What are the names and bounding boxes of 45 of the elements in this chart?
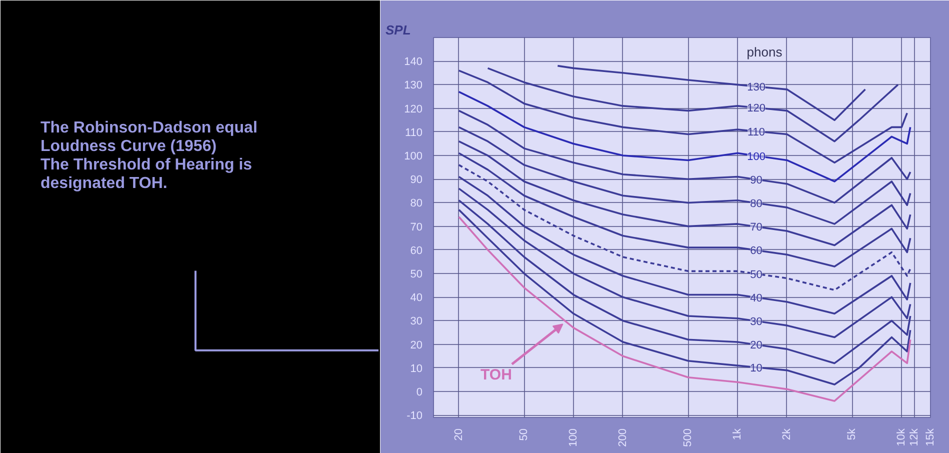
y-tick-label: 10 (410, 362, 423, 375)
y-tick-label: 100 (404, 150, 423, 163)
y-tick-label: 50 (410, 268, 423, 281)
x-tick-label: 12k (908, 428, 921, 446)
series-label: 90 (750, 174, 762, 186)
y-tick-label: 120 (404, 103, 423, 116)
series-label: 80 (750, 198, 762, 210)
series-label: 100 (747, 150, 766, 163)
x-tick-label: 20 (452, 428, 465, 441)
series-label: 40 (750, 292, 762, 304)
text: The Robinson-Dadson equal Loudness Curve (1956) (40, 120, 258, 156)
series-label: 130 (747, 81, 766, 94)
x-tick-label: 200 (616, 428, 629, 447)
x-tick-label: 10k (896, 428, 908, 446)
y-tick-label: 40 (410, 292, 423, 304)
series-label: 60 (750, 245, 762, 258)
x-tick-label: 15k (924, 428, 936, 446)
y-tick-label: 20 (410, 339, 423, 352)
series-label: 110 (748, 126, 766, 138)
x-tick-label: 50 (518, 428, 530, 441)
y-tick-label: 110 (404, 126, 423, 139)
x-tick-label: 5k (846, 428, 858, 440)
text: The Threshold of Hearing is designated TOH. (40, 156, 252, 192)
y-tick-label: 60 (410, 244, 423, 257)
y-tick-label: 130 (404, 80, 423, 92)
series-label: 10 (750, 362, 762, 374)
series-label: 20 (750, 340, 762, 352)
y-tick-label: 80 (410, 198, 423, 210)
series-label: 30 (750, 316, 762, 328)
x-tick-label: 100 (568, 428, 580, 447)
y-axis-title: SPL (386, 22, 411, 38)
y-tick-label: 30 (410, 316, 423, 328)
text: TOH (480, 366, 512, 384)
series-label: 70 (750, 222, 762, 234)
y-tick-label: 90 (410, 174, 423, 186)
y-tick-label: 140 (404, 56, 423, 68)
y-tick-label: -10 (406, 410, 423, 422)
x-tick-label: 2k (780, 428, 793, 440)
x-tick-label: 500 (682, 428, 694, 447)
x-tick-label: 1k (732, 428, 744, 440)
y-tick-label: 0 (416, 386, 423, 399)
series-label: 50 (750, 268, 762, 281)
series-label: 120 (747, 102, 766, 115)
y-tick-label: 70 (410, 221, 423, 234)
legend-title: phons (746, 44, 783, 60)
